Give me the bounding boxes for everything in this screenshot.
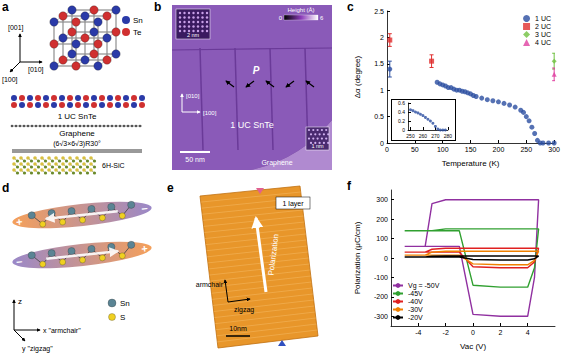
svg-text:-300: -300: [374, 313, 388, 320]
svg-text:280: 280: [444, 133, 453, 139]
svg-text:-30V: -30V: [408, 306, 423, 313]
svg-text:3 UC: 3 UC: [535, 31, 551, 38]
svg-text:Vg = -50V: Vg = -50V: [408, 282, 440, 290]
svg-text:1 UC SnTe: 1 UC SnTe: [230, 120, 274, 130]
svg-text:−: −: [16, 255, 24, 268]
svg-text:260: 260: [419, 133, 428, 139]
svg-text:200: 200: [493, 146, 505, 153]
svg-text:a: a: [2, 0, 9, 14]
svg-text:Vac (V): Vac (V): [460, 342, 486, 351]
svg-text:200: 200: [376, 216, 388, 223]
svg-text:+: +: [141, 242, 149, 255]
svg-text:1.5: 1.5: [374, 60, 384, 67]
svg-text:150: 150: [465, 146, 477, 153]
svg-text:-4: -4: [415, 329, 421, 336]
svg-text:Graphene: Graphene: [59, 129, 95, 138]
svg-text:50: 50: [411, 146, 419, 153]
svg-text:Polarization (μC/cm): Polarization (μC/cm): [353, 221, 362, 294]
svg-text:zigzag: zigzag: [234, 306, 254, 314]
svg-text:x "armchair": x "armchair": [43, 327, 81, 334]
svg-text:100: 100: [437, 146, 449, 153]
svg-text:(6√3×6√3)R30°: (6√3×6√3)R30°: [53, 140, 101, 148]
svg-text:Polarization: Polarization: [267, 233, 281, 276]
svg-text:1 nm: 1 nm: [311, 143, 324, 149]
svg-text:2 nm: 2 nm: [187, 32, 200, 38]
svg-text:300: 300: [548, 146, 560, 153]
svg-text:1 layer: 1 layer: [282, 200, 304, 208]
svg-text:[010]: [010]: [28, 66, 44, 74]
svg-text:250: 250: [406, 133, 415, 139]
svg-text:armchair: armchair: [196, 281, 224, 288]
svg-text:2 UC: 2 UC: [535, 23, 551, 30]
svg-text:0.4: 0.4: [398, 109, 405, 115]
svg-text:d: d: [2, 181, 9, 195]
svg-text:50 nm: 50 nm: [185, 156, 205, 163]
svg-text:4: 4: [526, 329, 530, 336]
svg-text:0.5: 0.5: [374, 113, 384, 120]
svg-text:z: z: [18, 297, 22, 306]
svg-text:1: 1: [380, 87, 384, 94]
svg-text:Sn: Sn: [120, 299, 130, 308]
svg-text:2: 2: [380, 34, 384, 41]
svg-text:f: f: [347, 179, 352, 193]
svg-text:0: 0: [279, 15, 283, 21]
svg-text:0.6: 0.6: [398, 100, 405, 106]
svg-text:Temperature (K): Temperature (K): [442, 159, 500, 168]
svg-text:e: e: [167, 181, 174, 195]
svg-text:2.5: 2.5: [374, 8, 384, 15]
svg-text:270: 270: [431, 133, 440, 139]
svg-text:-200: -200: [374, 293, 388, 300]
svg-text:6: 6: [320, 15, 324, 21]
svg-text:1 UC: 1 UC: [535, 15, 551, 22]
svg-text:0: 0: [385, 146, 389, 153]
svg-text:Height (Å): Height (Å): [287, 7, 314, 13]
svg-text:100: 100: [376, 235, 388, 242]
svg-text:2: 2: [498, 329, 502, 336]
svg-text:-100: -100: [374, 274, 388, 281]
svg-text:[100]: [100]: [2, 76, 18, 84]
svg-text:S: S: [120, 313, 125, 322]
svg-text:-45V: -45V: [408, 290, 423, 297]
svg-text:-2: -2: [443, 329, 449, 336]
svg-text:Δα (degree): Δα (degree): [353, 55, 362, 98]
svg-text:0: 0: [384, 255, 388, 262]
svg-text:Sn: Sn: [133, 16, 143, 25]
svg-text:300: 300: [376, 196, 388, 203]
svg-text:c: c: [347, 0, 354, 14]
svg-text:10nm: 10nm: [229, 325, 247, 332]
svg-text:-20V: -20V: [408, 314, 423, 321]
svg-text:Te: Te: [133, 28, 142, 37]
svg-text:[001]: [001]: [8, 24, 24, 32]
svg-text:[100]: [100]: [203, 110, 217, 116]
svg-text:P: P: [253, 65, 260, 76]
svg-text:1 UC SnTe: 1 UC SnTe: [58, 112, 97, 121]
svg-text:+: +: [16, 215, 24, 228]
svg-text:250: 250: [520, 146, 532, 153]
svg-text:-40V: -40V: [408, 298, 423, 305]
svg-text:0: 0: [380, 140, 384, 147]
svg-text:y "zigzag": y "zigzag": [22, 345, 53, 353]
svg-text:6H-SiC: 6H-SiC: [102, 162, 125, 169]
svg-text:b: b: [154, 0, 161, 14]
svg-text:0.2: 0.2: [398, 118, 405, 124]
svg-text:[010]: [010]: [186, 93, 200, 99]
svg-text:4 UC: 4 UC: [535, 39, 551, 46]
svg-text:0: 0: [402, 127, 405, 133]
svg-text:Graphene: Graphene: [261, 159, 292, 167]
svg-text:−: −: [141, 202, 149, 215]
svg-text:0: 0: [471, 329, 475, 336]
